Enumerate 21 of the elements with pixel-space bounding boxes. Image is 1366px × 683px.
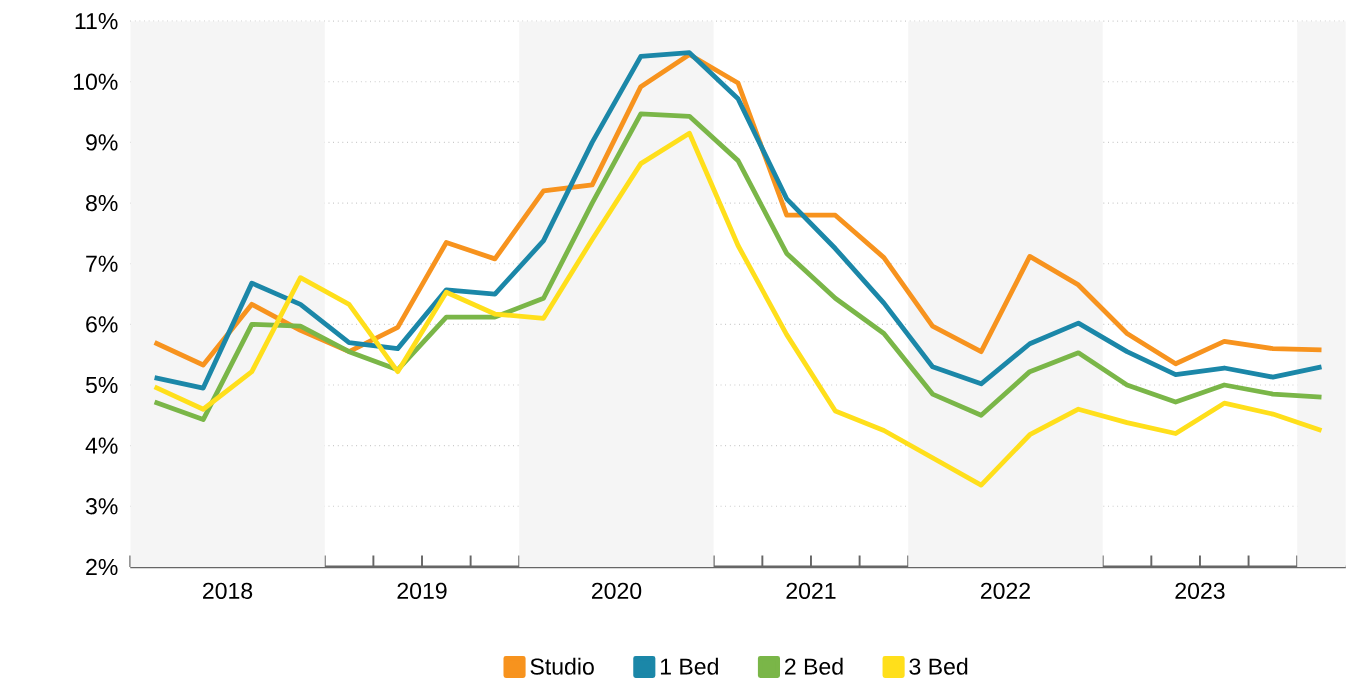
y-tick-label: 11% bbox=[75, 12, 118, 30]
y-tick-label: 9% bbox=[86, 134, 118, 151]
x-tick-label: 2020 bbox=[591, 582, 642, 599]
y-tick-label: 8% bbox=[86, 194, 118, 212]
line-series bbox=[152, 111, 1324, 422]
y-tick-label: 4% bbox=[85, 437, 118, 454]
x-tick-label: 2022 bbox=[980, 582, 1030, 599]
x-tick-label: 2019 bbox=[397, 582, 447, 599]
x-tick-label: 2021 bbox=[786, 582, 836, 599]
y-tick-label: 10% bbox=[73, 73, 118, 90]
x-tick-label: 2018 bbox=[203, 582, 253, 599]
y-tick-label: 5% bbox=[85, 376, 118, 393]
y-tick-label: 3% bbox=[85, 498, 118, 515]
legend-label: 2 Bed bbox=[784, 657, 843, 675]
y-tick-label: 6% bbox=[86, 316, 118, 333]
legend-label: Studio bbox=[530, 657, 594, 675]
legend-label: 3 Bed bbox=[909, 657, 968, 675]
x-tick-label: 2023 bbox=[1175, 582, 1225, 599]
y-tick-label: 2% bbox=[86, 558, 118, 575]
legend-label: 1 Bed bbox=[660, 657, 718, 675]
y-tick-label: 7% bbox=[86, 255, 118, 272]
